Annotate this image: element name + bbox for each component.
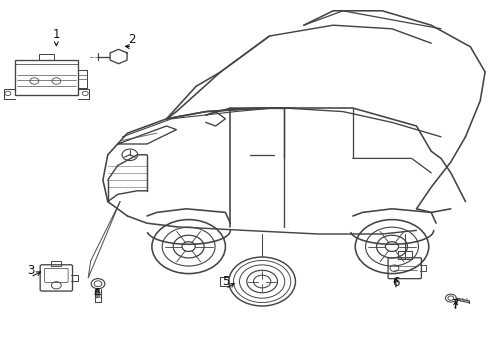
Text: 6: 6	[392, 276, 400, 289]
Text: 1: 1	[52, 28, 60, 41]
Text: 2: 2	[128, 33, 136, 46]
Text: 3: 3	[26, 264, 34, 276]
Text: 7: 7	[452, 298, 460, 311]
Text: 4: 4	[93, 287, 101, 300]
Polygon shape	[110, 49, 127, 64]
Circle shape	[385, 242, 399, 251]
Circle shape	[182, 242, 196, 251]
Text: 5: 5	[221, 275, 229, 288]
